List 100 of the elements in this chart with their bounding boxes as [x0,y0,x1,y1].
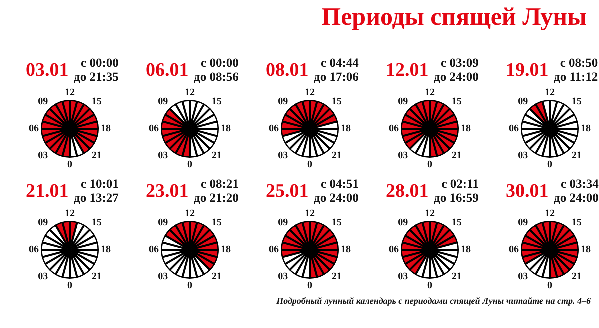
text: 06 [509,124,519,135]
text: до 13:27 [74,191,119,205]
text: 03 [398,272,408,282]
text: до 24:00 [434,70,479,84]
text: 03 [278,272,288,282]
text: 03 [38,272,48,282]
text: 03 [158,150,168,162]
text: 18 [581,244,591,256]
text: 09 [518,96,528,108]
text: 12 [65,208,75,220]
text: 09 [38,96,48,108]
text: 06 [509,244,519,256]
chart-title: 03.01 [26,60,69,82]
text: 06 [389,124,399,135]
text: 0 [68,280,72,292]
text: 06 [29,124,39,135]
text: 06 [29,244,39,256]
text: 03 [398,150,408,162]
text: 03 [518,272,528,282]
text: 09 [278,218,288,229]
text: 03 [38,150,48,162]
text: 18 [221,124,231,135]
text: 21 [212,150,222,162]
text: с 04:44 [320,56,359,70]
text: 09 [158,96,168,108]
text: 15 [212,96,222,108]
text: с 03:09 [440,56,479,70]
text: 12 [65,88,75,99]
text: с 04:51 [320,177,359,191]
text: 18 [581,124,591,135]
text: 0 [428,280,432,292]
text: 0 [428,160,432,171]
chart-title: 28.01 [386,181,429,203]
text: Подробный лунный календарь с периодами спящей Луны читайте на стр. 4–6 [276,296,591,306]
text: 09 [398,218,408,229]
text: 18 [461,244,471,256]
text: 0 [548,160,552,171]
text: 12 [545,208,555,220]
text: 18 [101,124,111,135]
text: 0 [188,280,192,292]
text: 21 [92,272,102,282]
text: 09 [278,96,288,108]
text: 03 [158,272,168,282]
text: до 11:12 [554,70,598,84]
text: 21 [92,150,102,162]
text: 12 [425,88,435,99]
chart-title: 30.01 [506,181,549,203]
chart-title: 12.01 [386,60,429,82]
text: 12 [305,88,315,99]
text: с 02:11 [440,177,479,191]
text: 09 [518,218,528,229]
text: 18 [101,244,111,256]
chart-title: 23.01 [146,181,189,203]
text: до 24:00 [314,191,359,205]
text: до 17:06 [314,70,359,84]
text: до 08:56 [194,70,239,84]
text: 15 [452,218,462,229]
text: до 16:59 [434,191,479,205]
text: 12 [425,208,435,220]
text: 18 [341,124,351,135]
text: с 03:34 [560,177,599,191]
text: 15 [332,218,342,229]
text: 0 [548,280,552,292]
text: 15 [212,218,222,229]
text: 21 [572,272,582,282]
text: 15 [452,96,462,108]
text: 0 [188,160,192,171]
text: 06 [269,124,279,135]
text: 21 [452,150,462,162]
text: 03 [278,150,288,162]
text: 09 [158,218,168,229]
chart-title: 25.01 [266,181,309,203]
text: до 21:35 [74,70,119,84]
text: 21 [332,150,342,162]
text: до 24:00 [554,191,599,205]
text: 15 [332,96,342,108]
text: 0 [68,160,72,171]
text: 12 [185,88,195,99]
text: с 10:01 [80,177,119,191]
text: 12 [185,208,195,220]
text: с 00:00 [200,56,239,70]
text: 03 [518,150,528,162]
text: 21 [212,272,222,282]
text: 12 [305,208,315,220]
text: 18 [341,244,351,256]
text: с 00:00 [80,56,119,70]
text: 06 [269,244,279,256]
chart-title: 21.01 [26,181,69,203]
text: 12 [545,88,555,99]
text: 09 [38,218,48,229]
text: до 21:20 [194,191,239,205]
text: 06 [149,124,159,135]
text: с 08:21 [200,177,239,191]
text: 06 [389,244,399,256]
chart-title: 08.01 [266,60,309,82]
text: 0 [308,280,312,292]
text: 0 [308,160,312,171]
text: 15 [92,96,102,108]
text: 18 [461,124,471,135]
chart-title: 06.01 [146,60,189,82]
